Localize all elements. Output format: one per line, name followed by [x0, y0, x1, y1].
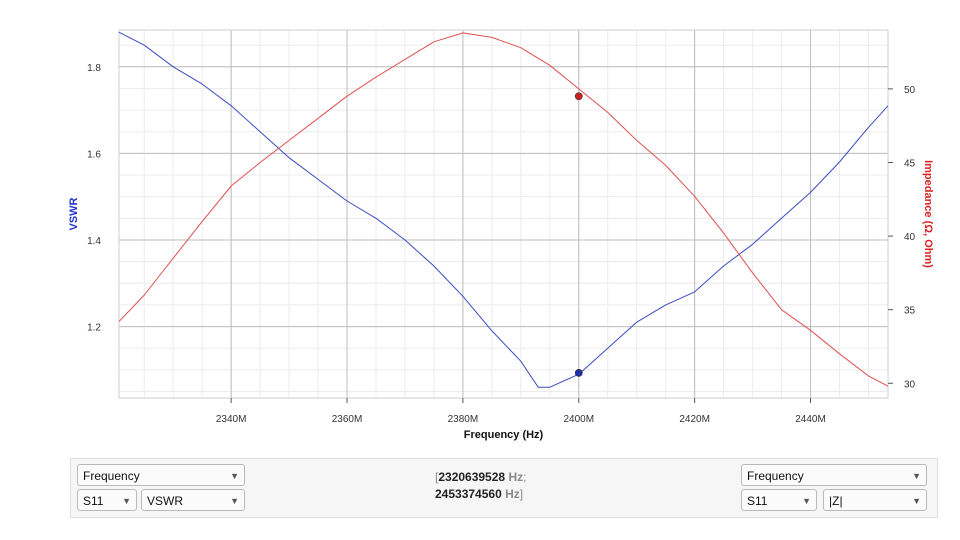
left-x-axis-select-value: Frequency: [83, 469, 140, 483]
x-tick-label: 2420M: [679, 414, 710, 425]
chevron-down-icon: ▼: [802, 496, 811, 506]
dual-axis-line-chart: 2340M 2360M 2380M 2400M 2420M 2440M 1.2 1.4 1.6…: [68, 29, 934, 441]
left-parameter-select-value: S11: [83, 494, 104, 508]
left-y-tick-label: 1.8: [87, 63, 101, 74]
right-parameter-select-value: S11: [747, 494, 768, 508]
left-y-tick-label: 1.4: [87, 236, 101, 247]
left-axis-ticks: 1.2 1.4 1.6 1.8: [87, 63, 101, 334]
left-y-tick-label: 1.2: [87, 323, 101, 334]
range-open-bracket: [: [435, 470, 439, 484]
frequency-range-readout: [2320639528 Hz; 2453374560 Hz]: [435, 469, 635, 503]
chevron-down-icon: ▼: [912, 496, 921, 506]
x-tick-label: 2400M: [563, 414, 594, 425]
x-axis-ticks: 2340M 2360M 2380M 2400M 2420M 2440M: [216, 398, 826, 425]
x-tick-label: 2340M: [216, 414, 247, 425]
marker-layer: [574, 92, 583, 377]
right-axis-ticks: 30 35 40 45 50: [888, 85, 916, 390]
left-measure-select[interactable]: VSWR ▼: [141, 489, 245, 511]
chevron-down-icon: ▼: [230, 496, 239, 506]
right-axis-title: Impedance (Ω, Ohm): [922, 160, 934, 268]
right-x-axis-select-value: Frequency: [747, 469, 804, 483]
range-end-value: 2453374560: [435, 487, 502, 501]
chevron-down-icon: ▼: [230, 471, 239, 481]
left-axis-title: VSWR: [68, 197, 80, 230]
x-axis-title: Frequency (Hz): [464, 429, 544, 441]
right-y-tick-label: 35: [904, 306, 916, 317]
right-x-axis-select[interactable]: Frequency ▼: [741, 464, 927, 486]
left-parameter-select[interactable]: S11 ▼: [77, 489, 137, 511]
right-parameter-select[interactable]: S11 ▼: [741, 489, 817, 511]
right-y-tick-label: 50: [904, 85, 916, 96]
chevron-down-icon: ▼: [122, 496, 131, 506]
right-y-tick-label: 45: [904, 158, 916, 169]
vswr-marker-point: [574, 368, 583, 377]
x-tick-label: 2380M: [448, 414, 479, 425]
right-measure-select-value: |Z|: [829, 494, 843, 508]
range-start-value: 2320639528: [438, 470, 506, 484]
right-y-tick-label: 30: [904, 379, 916, 390]
vswr-series-line: [118, 31, 889, 388]
series-layer: [118, 31, 889, 388]
range-start-unit: Hz: [508, 470, 524, 484]
major-gridlines: [119, 30, 888, 398]
range-end-unit: Hz: [505, 487, 520, 501]
left-y-tick-label: 1.6: [87, 149, 101, 160]
left-measure-select-value: VSWR: [147, 494, 183, 508]
chart-controls-panel: Frequency ▼ S11 ▼ VSWR ▼ [2320639528 Hz;…: [70, 458, 938, 518]
impedance-series-line: [118, 32, 889, 387]
x-tick-label: 2440M: [795, 414, 826, 425]
chevron-down-icon: ▼: [912, 471, 921, 481]
left-x-axis-select[interactable]: Frequency ▼: [77, 464, 245, 486]
x-tick-label: 2360M: [332, 414, 363, 425]
range-close-bracket: ]: [519, 487, 524, 501]
right-measure-select[interactable]: |Z| ▼: [823, 489, 927, 511]
right-y-tick-label: 40: [904, 232, 916, 243]
plot-area[interactable]: [118, 29, 889, 399]
range-separator: ;: [523, 470, 527, 484]
impedance-marker-point: [574, 92, 583, 101]
